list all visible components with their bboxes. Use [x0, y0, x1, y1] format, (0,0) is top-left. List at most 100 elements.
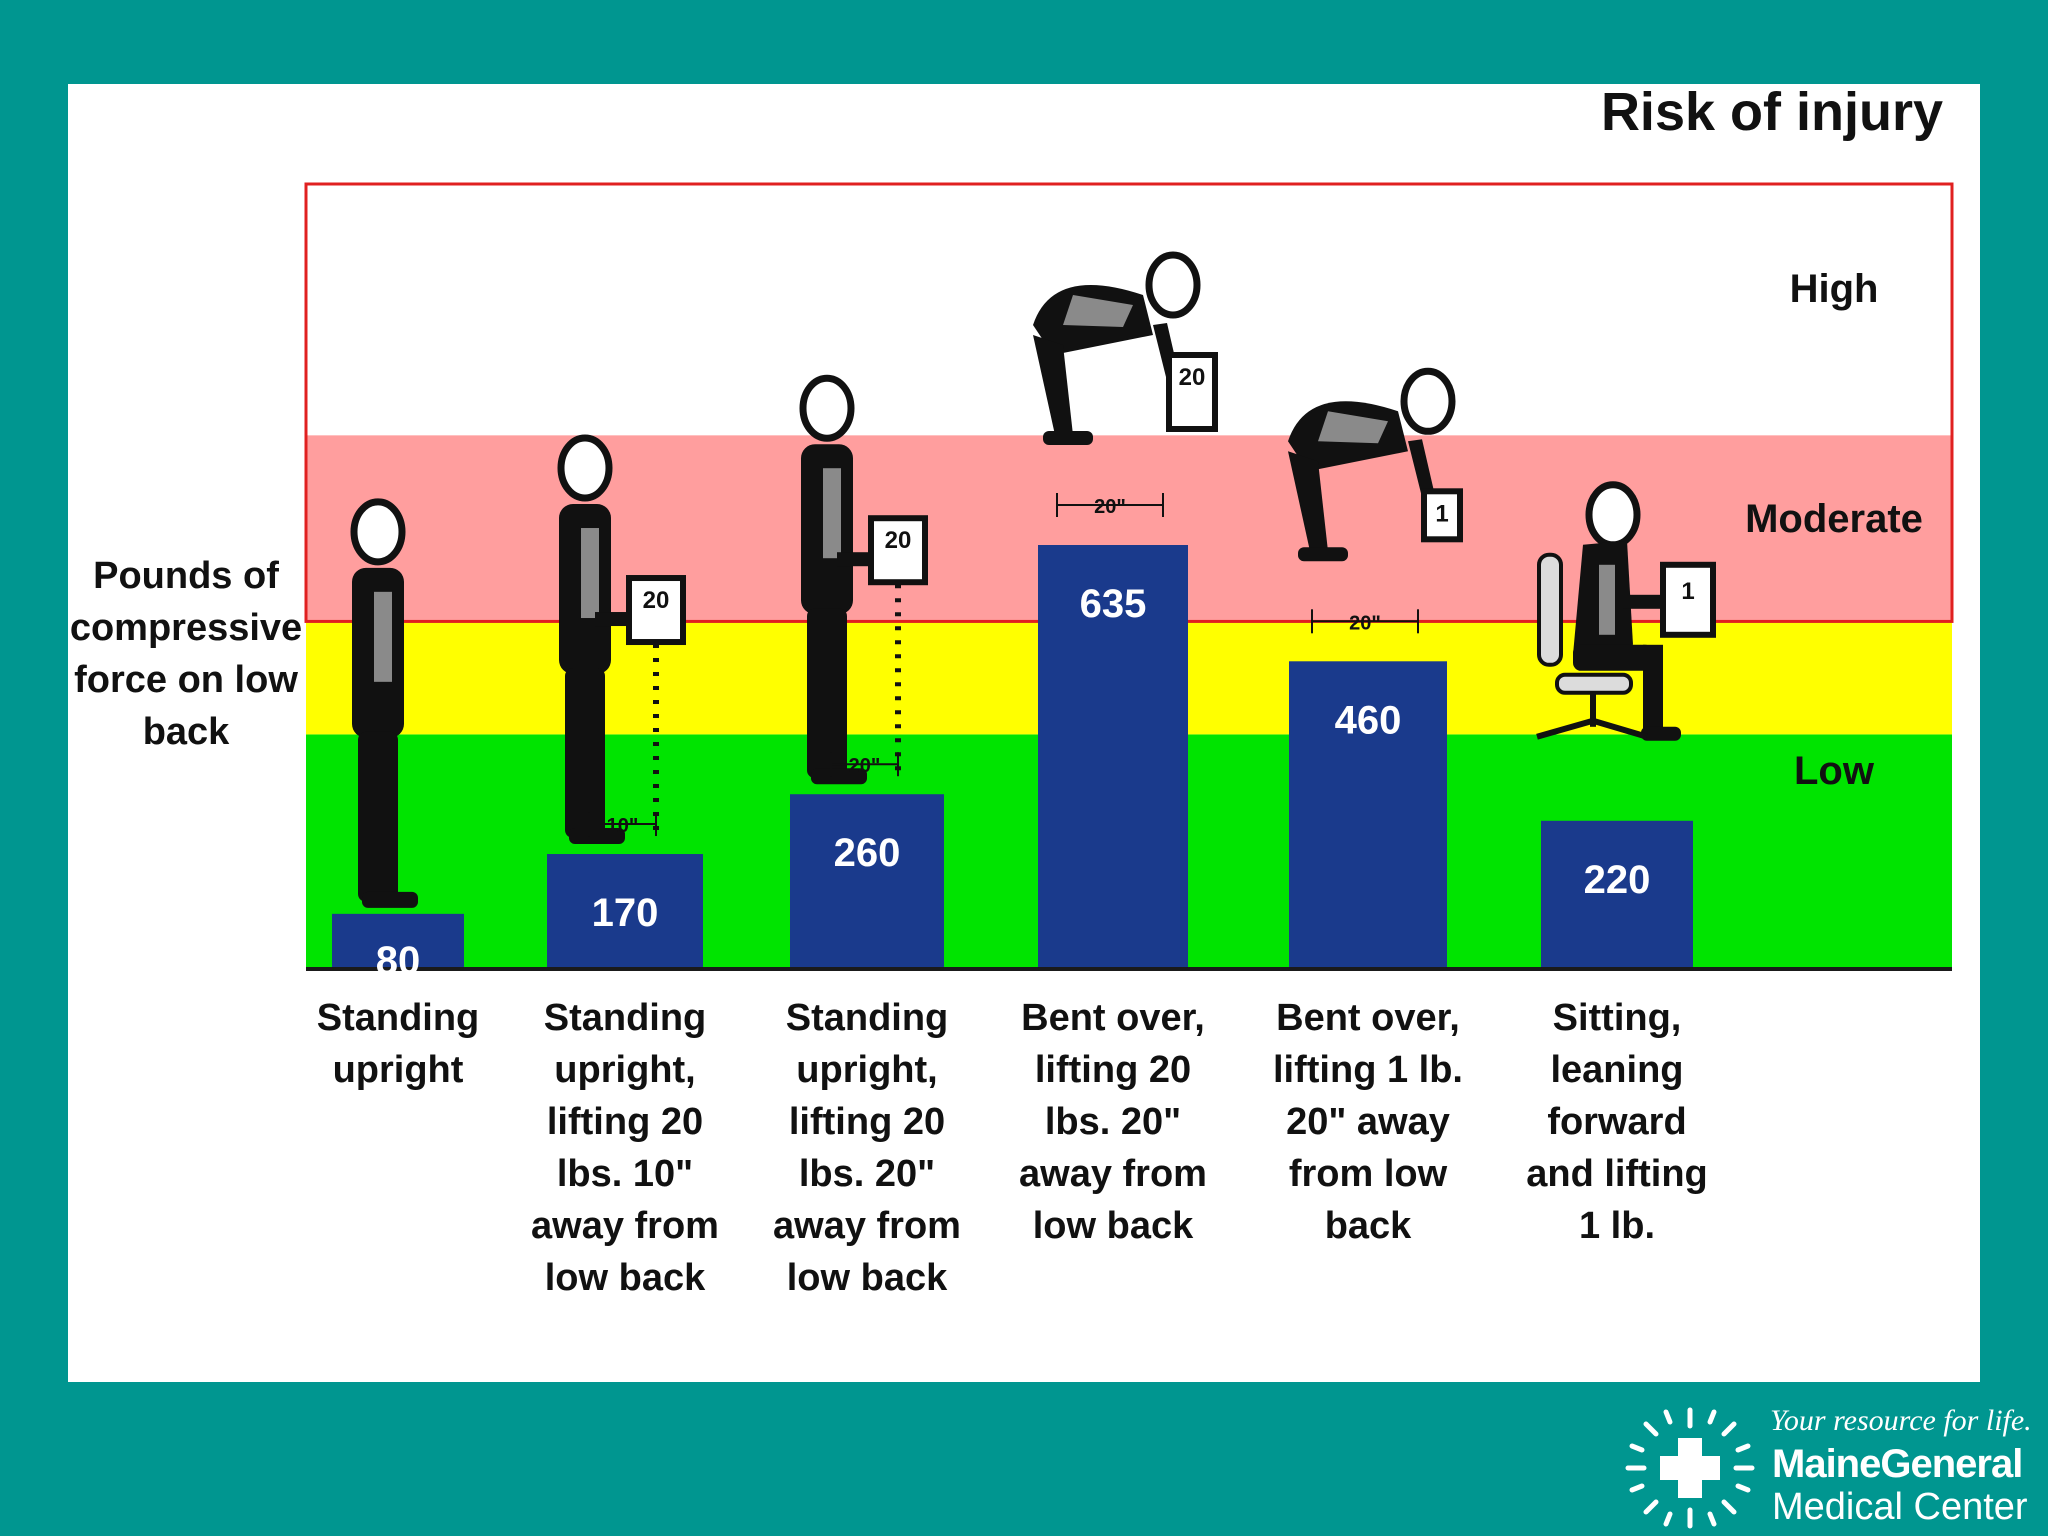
zone-label-moderate: Moderate: [1745, 497, 1923, 541]
y-axis-label-line: Pounds of: [93, 555, 279, 597]
person-thigh-icon: [1573, 644, 1653, 671]
person-shading-icon: [581, 528, 599, 619]
person-head-icon: [350, 498, 406, 566]
brand-tagline: Your resource for life.: [1770, 1404, 2032, 1437]
category-label-line: lifting 20: [789, 1101, 945, 1143]
person-legs-icon: [565, 668, 605, 839]
box-icon: [1421, 488, 1463, 543]
category-label-line: away from: [1019, 1153, 1207, 1195]
category-label-line: lbs. 20": [799, 1153, 935, 1195]
box-icon: [868, 515, 928, 586]
category-label-line: upright,: [796, 1049, 937, 1091]
category-label-line: Standing: [317, 997, 480, 1039]
category-label-line: low back: [1033, 1205, 1194, 1247]
category-label-line: leaning: [1550, 1049, 1683, 1091]
category-label-line: lifting 20: [547, 1101, 703, 1143]
y-axis-label-line: compressive: [70, 607, 302, 649]
bar-value-label: 635: [1080, 582, 1147, 626]
bar-value-label: 260: [834, 831, 901, 875]
person-head-icon: [1400, 367, 1456, 435]
bar-value-label: 170: [592, 891, 659, 935]
brand-logo: Your resource for life. MaineGeneral Med…: [1620, 1400, 2048, 1536]
bar-value-label: 460: [1335, 698, 1402, 742]
category-label-line: low back: [545, 1257, 706, 1299]
person-shading-icon: [1318, 411, 1388, 444]
person-legs-icon: [358, 731, 398, 902]
person-head-icon: [1145, 251, 1201, 319]
category-label-line: 1 lb.: [1579, 1205, 1655, 1247]
category-label-line: upright,: [554, 1049, 695, 1091]
category-label-line: Standing: [786, 997, 949, 1039]
distance-label: 20": [1349, 612, 1381, 634]
category-label-line: from low: [1289, 1153, 1448, 1195]
box-icon: [626, 575, 686, 646]
person-legs-icon: [1643, 644, 1663, 735]
category-label-line: Bent over,: [1021, 997, 1205, 1039]
person-arm-icon: [837, 552, 877, 567]
person-legs-icon: [1033, 335, 1073, 435]
box-weight-label: 1: [1681, 578, 1694, 605]
person-feet-icon: [811, 768, 867, 785]
category-label-line: forward: [1547, 1101, 1686, 1143]
category-label-line: lbs. 20": [1045, 1101, 1181, 1143]
person-head-icon: [799, 374, 855, 442]
category-label-line: low back: [787, 1257, 948, 1299]
category-label-line: and lifting: [1526, 1153, 1708, 1195]
person-feet-icon: [362, 891, 418, 908]
bar: [1038, 545, 1188, 967]
bar: [790, 794, 944, 967]
chart-panel: Low Moderate High Risk of injury Pounds of co…: [68, 84, 1980, 1382]
chair-base-icon: [1536, 717, 1648, 740]
bar-value-label: 80: [376, 939, 421, 983]
category-label-line: lbs. 10": [557, 1153, 693, 1195]
bar: [332, 913, 464, 967]
distance-label: 20": [849, 755, 881, 777]
person-head-icon: [1585, 481, 1641, 549]
risk-of-injury-chart: Low Moderate High Risk of injury Pounds of co…: [70, 84, 1954, 1299]
brand-subtitle: Medical Center: [1772, 1486, 2028, 1528]
category-label-line: Sitting,: [1553, 997, 1682, 1039]
distance-label: 20": [1094, 496, 1126, 518]
person-feet-icon: [1043, 431, 1093, 445]
category-label-line: away from: [531, 1205, 719, 1247]
chair-back-icon: [1537, 552, 1563, 667]
person-feet-icon: [1298, 547, 1348, 562]
distance-label: 10": [607, 815, 639, 837]
category-label-line: upright: [333, 1049, 464, 1091]
zone-label-low: Low: [1794, 749, 1875, 793]
y-axis-label-line: force on low: [74, 659, 298, 701]
category-label-line: lifting 1 lb.: [1273, 1049, 1463, 1091]
category-label-line: away from: [773, 1205, 961, 1247]
box-weight-label: 20: [643, 587, 670, 614]
chart-title: Risk of injury: [1601, 84, 1943, 142]
person-legs-icon: [807, 608, 847, 779]
category-label-line: Bent over,: [1276, 997, 1460, 1039]
y-axis-label-line: back: [143, 711, 230, 753]
person-head-icon: [557, 434, 613, 502]
brand-name: MaineGeneral: [1772, 1442, 2023, 1486]
box-icon: [1660, 561, 1716, 638]
box-weight-label: 20: [885, 527, 912, 554]
box-icon: [1166, 352, 1218, 432]
person-shading-icon: [823, 468, 841, 559]
chair-seat-icon: [1555, 672, 1633, 695]
person-arm-icon: [1623, 594, 1669, 609]
bar: [1289, 661, 1447, 967]
box-weight-label: 20: [1179, 364, 1206, 391]
person-shading-icon: [1063, 295, 1133, 327]
person-arm-icon: [595, 612, 635, 627]
person-feet-icon: [569, 828, 625, 845]
person-feet-icon: [1641, 726, 1681, 741]
bar-value-label: 220: [1584, 858, 1651, 902]
category-label-line: back: [1325, 1205, 1412, 1247]
medical-cross-icon: [1625, 1407, 1755, 1529]
zone-label-high: High: [1790, 267, 1879, 311]
person-shading-icon: [1599, 564, 1615, 635]
box-weight-label: 1: [1435, 500, 1448, 527]
category-label-line: 20" away: [1286, 1101, 1450, 1143]
category-label-line: Standing: [544, 997, 707, 1039]
bar: [547, 854, 703, 967]
category-label-line: lifting 20: [1035, 1049, 1191, 1091]
person-shading-icon: [374, 591, 392, 682]
person-legs-icon: [1288, 451, 1328, 552]
